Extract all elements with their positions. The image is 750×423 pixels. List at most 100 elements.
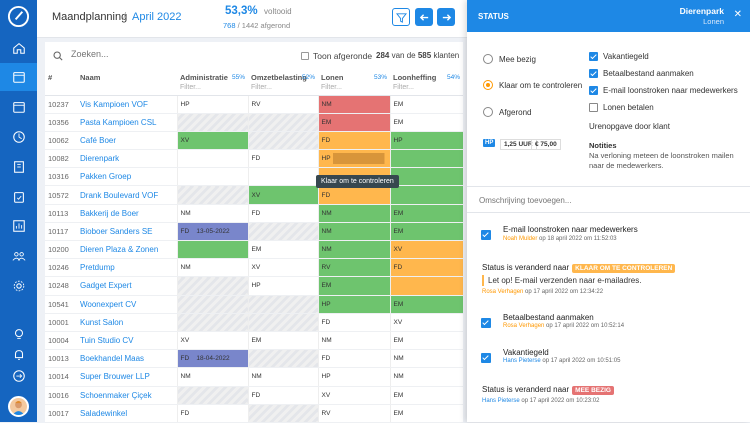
column-filter[interactable]: Filter...: [251, 84, 273, 91]
sidebar-item-planning[interactable]: [0, 63, 37, 91]
status-cell[interactable]: EM: [389, 404, 463, 423]
sidebar-item-clients[interactable]: [0, 153, 37, 181]
status-cell[interactable]: EM: [389, 222, 463, 242]
filter-button[interactable]: [392, 8, 410, 26]
status-cell[interactable]: NM: [389, 349, 463, 369]
table-row[interactable]: 10004 Tuin Studio CV XV EM NM EM: [45, 331, 463, 351]
status-cell[interactable]: XV: [247, 258, 318, 278]
client-name[interactable]: Dierenpark: [77, 149, 177, 169]
status-cell[interactable]: RV: [247, 95, 318, 114]
status-cell[interactable]: [176, 276, 248, 296]
activity-checkbox[interactable]: [481, 318, 491, 328]
table-row[interactable]: 10248 Gadget Expert HP EM: [45, 276, 463, 296]
status-cell[interactable]: XV: [176, 331, 248, 351]
page-title[interactable]: Maandplanning: [52, 11, 128, 23]
table-row[interactable]: 10572 Drank Boulevard VOF XV FD: [45, 185, 463, 205]
table-row[interactable]: 10013 Boekhandel Maas FD 18-04-2022 FD NM: [45, 349, 463, 369]
status-cell[interactable]: [176, 295, 248, 314]
status-cell[interactable]: [176, 386, 248, 405]
status-cell[interactable]: NM: [317, 331, 390, 351]
status-cell[interactable]: FD: [247, 149, 318, 169]
status-cell[interactable]: FD: [247, 386, 318, 405]
status-cell[interactable]: [176, 313, 248, 332]
table-row[interactable]: 10237 Vis Kampioen VOF HP RV NM EM: [45, 95, 463, 114]
table-row[interactable]: 10316 Pakken Groep: [45, 167, 463, 187]
checklist-checkbox[interactable]: [589, 86, 598, 95]
status-cell[interactable]: NM: [317, 222, 390, 242]
table-row[interactable]: 10200 Dieren Plaza & Zonen EM NM XV: [45, 240, 463, 260]
status-cell[interactable]: XV: [176, 131, 248, 151]
status-cell[interactable]: HP: [389, 131, 463, 151]
status-cell[interactable]: EM: [389, 113, 463, 132]
status-cell[interactable]: [389, 276, 463, 296]
status-cell[interactable]: HP: [176, 95, 248, 114]
status-cell[interactable]: [176, 240, 248, 260]
sidebar-item-settings[interactable]: [0, 272, 37, 300]
checklist-checkbox[interactable]: [589, 69, 598, 78]
column-name[interactable]: Naam: [77, 71, 177, 96]
client-name[interactable]: Woonexpert CV: [77, 295, 177, 314]
column-number[interactable]: #: [45, 71, 77, 96]
client-name[interactable]: Pretdump: [77, 258, 177, 278]
column-filter[interactable]: Filter...: [180, 84, 202, 91]
status-cell[interactable]: RV: [317, 404, 390, 423]
status-cell[interactable]: [389, 167, 463, 187]
status-cell[interactable]: FD: [317, 131, 390, 151]
client-name[interactable]: Pasta Kampioen CSL: [77, 113, 177, 132]
sidebar-item-notifications[interactable]: [0, 341, 37, 369]
status-cell[interactable]: [247, 167, 318, 187]
status-cell[interactable]: [247, 222, 318, 242]
status-radio-klaar[interactable]: [483, 80, 493, 90]
table-row[interactable]: 10001 Kunst Salon FD XV: [45, 313, 463, 332]
client-name[interactable]: Super Brouwer LLP: [77, 367, 177, 387]
status-cell[interactable]: XV: [317, 386, 390, 405]
status-cell[interactable]: [389, 185, 463, 205]
activity-checkbox[interactable]: [481, 353, 491, 363]
avatar[interactable]: [8, 396, 29, 417]
status-cell[interactable]: FD: [247, 204, 318, 223]
table-row[interactable]: 10117 Bioboer Sanders SE FD 13-05-2022 NM EM: [45, 222, 463, 242]
table-row[interactable]: 10113 Bakkerij de Boer NM FD NM EM: [45, 204, 463, 223]
checklist-checkbox[interactable]: [589, 103, 598, 112]
status-cell[interactable]: NM: [176, 367, 248, 387]
client-name[interactable]: Tuin Studio CV: [77, 331, 177, 351]
client-name[interactable]: Boekhandel Maas: [77, 349, 177, 369]
status-radio-afgerond[interactable]: [483, 107, 493, 117]
status-cell[interactable]: [247, 131, 318, 151]
status-cell[interactable]: EM: [317, 276, 390, 296]
activity-checkbox[interactable]: [481, 230, 491, 240]
status-cell[interactable]: HP: [317, 367, 390, 387]
client-name[interactable]: Bakkerij de Boer: [77, 204, 177, 223]
close-icon[interactable]: ✕: [733, 9, 742, 20]
status-cell[interactable]: EM: [317, 113, 390, 132]
status-cell[interactable]: EM: [389, 386, 463, 405]
sidebar-item-tasks[interactable]: [0, 183, 37, 211]
status-cell[interactable]: [389, 149, 463, 169]
status-cell[interactable]: FD: [317, 349, 390, 369]
client-name[interactable]: Gadget Expert: [77, 276, 177, 296]
status-cell[interactable]: [247, 113, 318, 132]
client-name[interactable]: Schoenmaker Çiçek: [77, 386, 177, 405]
status-cell[interactable]: [247, 295, 318, 314]
status-cell[interactable]: HP: [247, 276, 318, 296]
status-radio-mee-bezig[interactable]: [483, 54, 493, 64]
status-cell[interactable]: FD: [317, 313, 390, 332]
status-cell[interactable]: EM: [389, 204, 463, 223]
column-filter[interactable]: Filter...: [321, 84, 343, 91]
hours-value[interactable]: 1,25 UUR: [500, 139, 537, 150]
status-cell[interactable]: [247, 313, 318, 332]
status-cell[interactable]: NM: [247, 367, 318, 387]
table-row[interactable]: 10017 Saladewinkel FD RV EM: [45, 404, 463, 423]
next-month-button[interactable]: [437, 8, 455, 26]
column-lonen[interactable]: Lonen 53% Filter...: [318, 71, 390, 96]
sidebar-item-home[interactable]: [0, 34, 37, 62]
client-name[interactable]: Pakken Groep: [77, 167, 177, 187]
table-row[interactable]: 10016 Schoenmaker Çiçek FD XV EM: [45, 386, 463, 405]
client-name[interactable]: Café Boer: [77, 131, 177, 151]
sidebar-item-logout[interactable]: [0, 362, 37, 390]
month-selector[interactable]: April 2022: [132, 11, 182, 23]
status-cell[interactable]: XV: [389, 313, 463, 332]
search-input[interactable]: [71, 49, 191, 59]
client-name[interactable]: Drank Boulevard VOF: [77, 185, 177, 205]
client-name[interactable]: Dieren Plaza & Zonen: [77, 240, 177, 260]
